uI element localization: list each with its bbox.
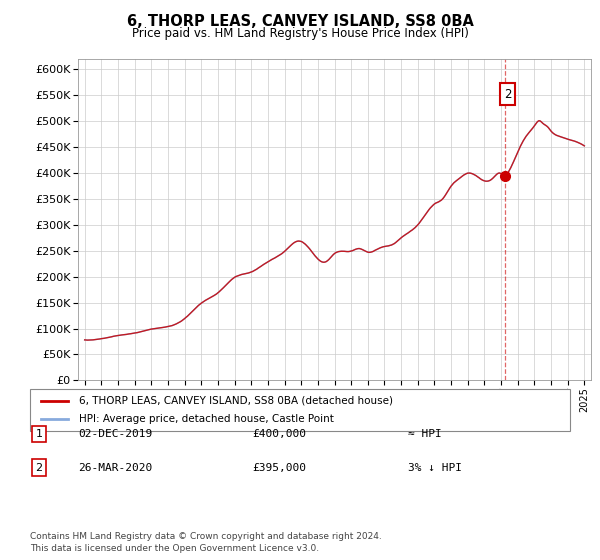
Text: 6, THORP LEAS, CANVEY ISLAND, SS8 0BA (detached house): 6, THORP LEAS, CANVEY ISLAND, SS8 0BA (d… <box>79 396 392 406</box>
Text: 2: 2 <box>35 463 43 473</box>
Text: Price paid vs. HM Land Registry's House Price Index (HPI): Price paid vs. HM Land Registry's House … <box>131 27 469 40</box>
Text: Contains HM Land Registry data © Crown copyright and database right 2024.
This d: Contains HM Land Registry data © Crown c… <box>30 533 382 553</box>
FancyBboxPatch shape <box>30 389 570 431</box>
Text: 6, THORP LEAS, CANVEY ISLAND, SS8 0BA: 6, THORP LEAS, CANVEY ISLAND, SS8 0BA <box>127 14 473 29</box>
Text: 1: 1 <box>35 429 43 439</box>
Text: HPI: Average price, detached house, Castle Point: HPI: Average price, detached house, Cast… <box>79 414 334 424</box>
Text: £395,000: £395,000 <box>252 463 306 473</box>
Text: 26-MAR-2020: 26-MAR-2020 <box>78 463 152 473</box>
Text: 3% ↓ HPI: 3% ↓ HPI <box>408 463 462 473</box>
Text: 2: 2 <box>503 87 511 101</box>
Text: ≈ HPI: ≈ HPI <box>408 429 442 439</box>
Text: 02-DEC-2019: 02-DEC-2019 <box>78 429 152 439</box>
Text: £400,000: £400,000 <box>252 429 306 439</box>
